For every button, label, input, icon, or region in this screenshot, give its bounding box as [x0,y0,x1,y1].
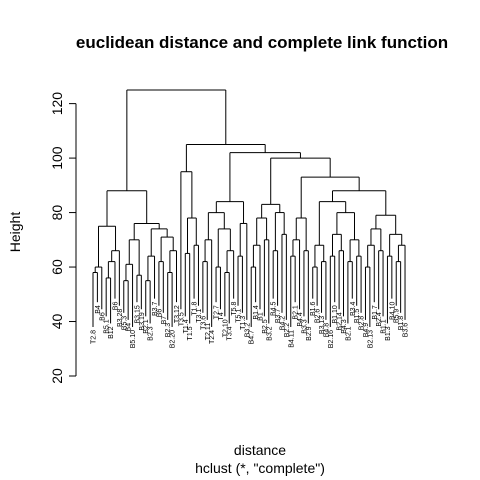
x-axis-label: distance [234,442,286,458]
leaf-label: B3.6 [403,323,410,338]
leaf-label: B5.9 [394,309,401,324]
leaf-label: B3.15 [134,305,141,323]
leaf-label: T3.12 [174,305,181,323]
leaf-label: B4.8 [323,323,330,338]
leaf-label: B1 [258,312,265,321]
leaf-label: T2.10 [222,319,229,337]
leaf-label: B2.2 [284,323,291,338]
leaf-label: T3.1 [196,309,203,323]
leaf-label: T2.11 [205,323,212,340]
leaf-labels: T2.8B4B6B5.1B12B6B3.28B5.3B4B5.10B3.15B3… [91,302,410,349]
leaf-label: T1.5 [187,326,194,340]
leaf-label: B2.1 [345,326,352,341]
leaf-label: B4.4 [297,312,304,327]
leaf-label: T2.7 [214,305,221,319]
y-tick-label: 60 [49,259,65,275]
leaf-label: T3.6 [200,316,207,330]
leaf-label: B4.7 [249,330,256,345]
leaf-label: B1.7 [372,305,379,320]
leaf-label: B4 [126,323,133,332]
leaf-label: B3.13 [319,316,326,334]
leaf-label: B4.2 [279,316,286,331]
leaf-label: B4.5 [271,302,278,317]
leaf-label: T4 [218,312,225,320]
leaf-label: B1.10 [332,305,339,323]
y-axis-label: Height [7,212,23,253]
leaf-label: B1.3 [385,326,392,341]
leaf-label: T3.4 [227,326,234,340]
leaf-label: T1.4 [183,319,190,333]
leaf-label: B5.10 [130,330,137,348]
leaf-label: B1.6 [310,302,317,317]
chart-title: euclidean distance and complete link fun… [76,33,448,52]
y-tick-label: 80 [49,205,65,221]
leaf-label: B3.2 [244,323,251,338]
leaf-label: T5.8 [231,302,238,316]
leaf-label: B3.3 [301,319,308,334]
tree-segments [92,89,406,327]
y-tick-label: 40 [49,314,65,330]
leaf-label: B4.9 [363,323,370,338]
leaf-label: T3.5 [178,312,185,326]
leaf-label: T5.1 [236,309,243,323]
leaf-label: B3.7 [275,309,282,324]
leaf-label: B2.8 [359,316,366,331]
leaf-label: B2.5 [262,319,269,334]
leaf-label: B3.2 [266,326,273,341]
leaf-label: B2.9 [306,326,313,341]
leaf-label: B1.4 [253,305,260,320]
y-tick-label: 20 [49,368,65,384]
chart-sublabel: hclust (*, "complete") [195,460,325,476]
y-tick-label: 120 [49,92,65,116]
leaf-label: B1.5 [354,309,361,324]
y-tick-label: 100 [49,146,65,170]
leaf-label: B2.16 [328,330,335,348]
leaf-label: T1.3 [240,316,247,330]
leaf-label: B2.1 [293,305,300,320]
leaf-label: B2.14 [337,312,344,330]
leaf-label: B5.1 [104,319,111,334]
leaf-label: T1.8 [192,302,199,316]
leaf-label: B2.4 [376,312,383,327]
leaf-label: B2.3 [165,323,172,338]
leaf-label: B6 [156,309,163,318]
leaf-label: B12 [108,326,115,339]
leaf-label: T2.8 [91,330,98,344]
leaf-label: B7 [161,316,168,325]
leaf-label: B6 [99,312,106,321]
leaf-label: B2.1 [143,319,150,334]
leaf-label: B2.13 [367,330,374,348]
leaf-label: T2.4 [209,330,216,344]
leaf-label: B4.10 [389,302,396,320]
leaf-label: B1.8 [398,316,405,331]
leaf-label: B2.20 [170,330,177,348]
y-axis: 20 40 60 80 100 120 [49,92,77,384]
leaf-label: B2.3 [148,326,155,341]
leaf-label: B5.3 [121,316,128,331]
leaf-label: B3.4 [350,302,357,317]
leaf-label: B1.1 [381,319,388,334]
leaf-label: B3.19 [139,312,146,330]
leaf-label: B3.7 [152,302,159,317]
leaf-label: B6 [112,302,119,311]
leaf-label: B4 [95,305,102,314]
leaf-label: B4.11 [288,330,295,348]
leaf-label: B2.6 [315,309,322,324]
leaf-label: B4.3 [341,319,348,334]
leaf-label: B3.28 [117,309,124,327]
